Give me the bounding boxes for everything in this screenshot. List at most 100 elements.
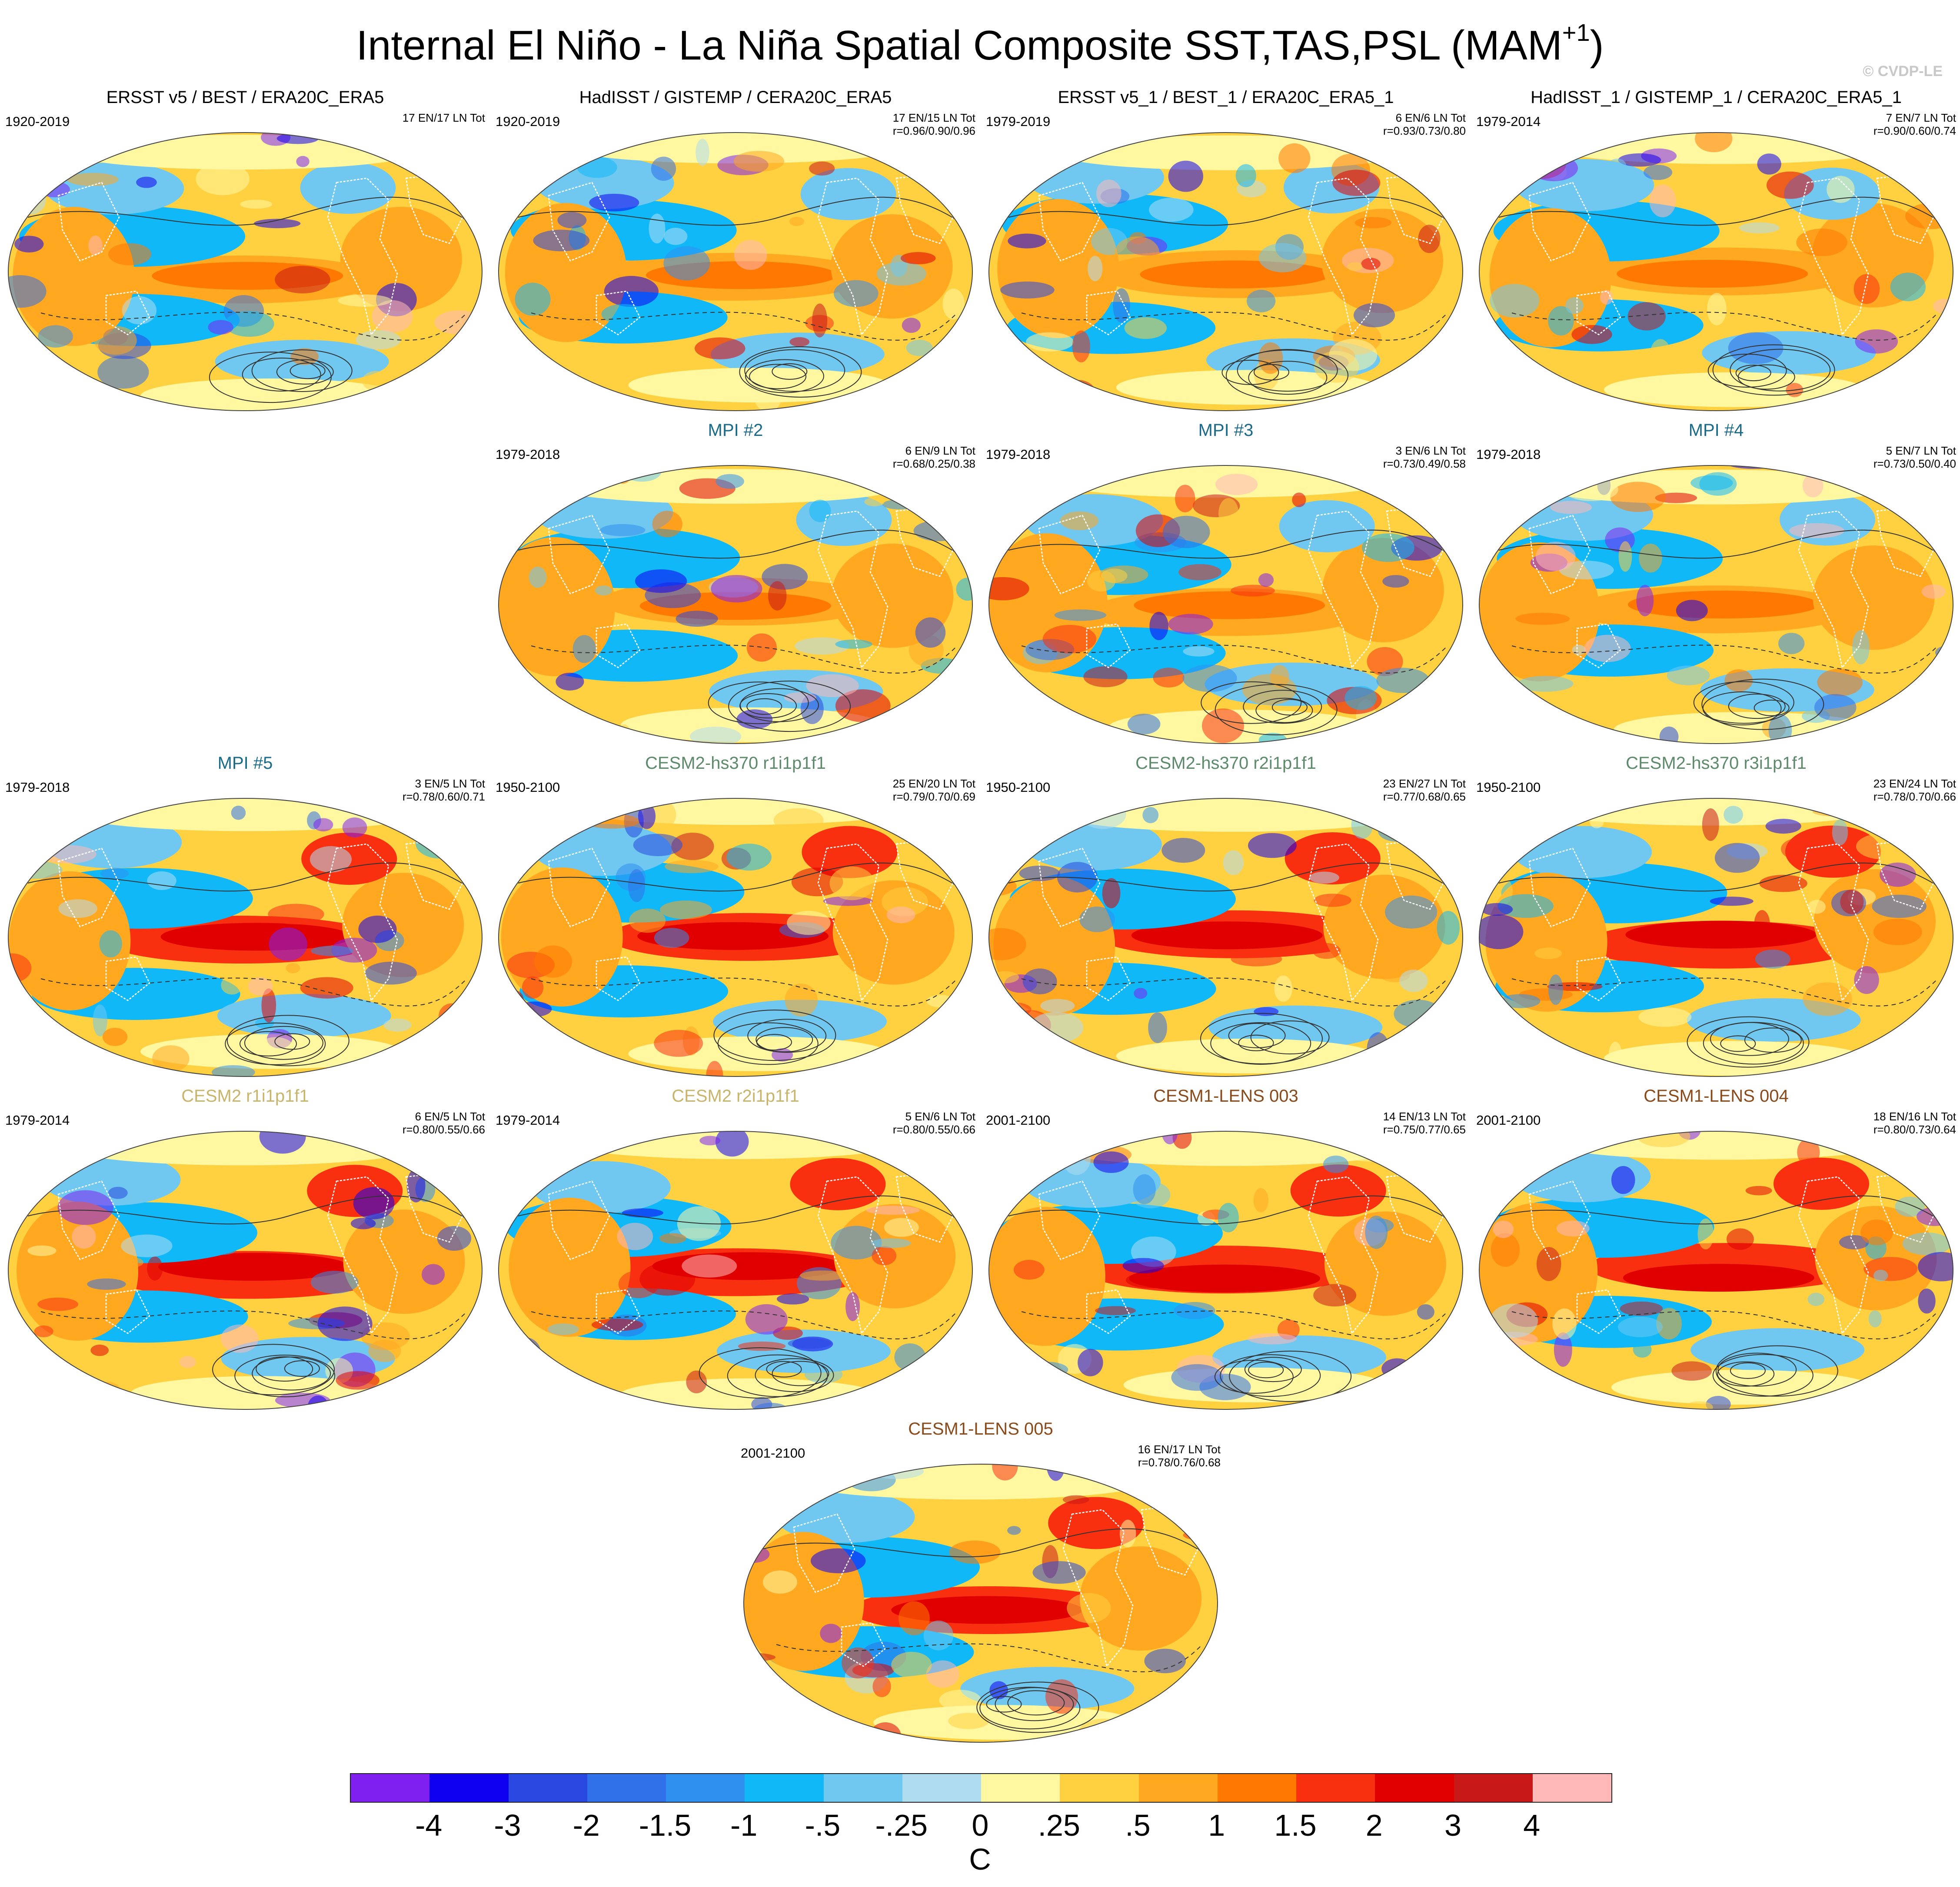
map-plot [498,132,973,411]
map-panel: ERSST v5_1 / BEST_1 / ERA20C_ERA5_1 1979-… [981,87,1471,417]
map-plot [988,1131,1463,1410]
colorbar-cell [981,1774,1060,1802]
event-count: 5 EN/7 LN Tot [1886,444,1956,457]
colorbar-tick-label: 2 [1365,1808,1383,1842]
panel-title: MPI #2 [708,421,763,440]
map-panel: MPI #4 1979-2018 5 EN/7 LN Tot r=0.73/0.50/… [1471,420,1960,750]
pattern-correlation: r=0.78/0.76/0.68 [1138,1456,1221,1469]
panel-title: MPI #3 [1198,421,1254,440]
event-count: 3 EN/5 LN Tot [415,777,485,790]
panel-years: 1979-2014 [5,1113,70,1128]
event-count: 18 EN/16 LN Tot [1873,1110,1956,1123]
map-plot [988,465,1463,744]
panel-years: 1950-2100 [986,780,1051,795]
pattern-correlation: r=0.75/0.77/0.65 [1383,1123,1466,1136]
panel-title: HadISST / GISTEMP / CERA20C_ERA5 [579,88,892,107]
colorbar-cell [351,1774,430,1802]
colorbar-cell [1532,1774,1611,1802]
map-plot [8,798,483,1077]
panel-years: 1950-2100 [496,780,560,795]
panel-years: 1979-2014 [1476,114,1541,129]
panel-stats: 23 EN/27 LN Tot r=0.77/0.68/0.65 [1383,777,1466,803]
title-close: ) [1590,22,1604,69]
map-plot [1479,132,1953,411]
figure-title: Internal El Niño - La Niña Spatial Compo… [0,13,1960,70]
colorbar-cell [745,1774,824,1802]
panel-title: HadISST_1 / GISTEMP_1 / CERA20C_ERA5_1 [1531,88,1902,107]
colorbar-cell [1217,1774,1296,1802]
map-plot [8,1131,483,1410]
event-count: 14 EN/13 LN Tot [1383,1110,1466,1123]
panel-years: 1920-2019 [5,114,70,129]
map-plot [743,1464,1218,1743]
map-panel: CESM2 r2i1p1f1 1979-2014 5 EN/6 LN Tot r=0.… [490,1086,981,1416]
panel-stats: 6 EN/6 LN Tot r=0.93/0.73/0.80 [1383,111,1466,137]
map-panel: CESM2-hs370 r3i1p1f1 1950-2100 23 EN/24 LN… [1471,753,1960,1083]
panel-title: ERSST v5 / BEST / ERA20C_ERA5 [106,88,384,107]
panel-stats: 16 EN/17 LN Tot r=0.78/0.76/0.68 [1138,1443,1221,1469]
colorbar-tick-label: 1.5 [1274,1808,1317,1842]
event-count: 6 EN/9 LN Tot [905,444,975,457]
title-superscript: +1 [1562,19,1590,46]
panel-years: 1979-2018 [496,447,560,462]
colorbar-cell [508,1774,587,1802]
map-plot [498,798,973,1077]
colorbar-tick-label: 3 [1444,1808,1461,1842]
panel-stats: 5 EN/6 LN Tot r=0.80/0.55/0.66 [893,1110,975,1136]
map-plot [1479,798,1953,1077]
map-panel: CESM1-LENS 003 2001-2100 14 EN/13 LN Tot r=… [981,1086,1471,1416]
panel-years: 2001-2100 [1476,1113,1541,1128]
panel-title: CESM2 r1i1p1f1 [181,1086,309,1106]
title-text: Internal El Niño - La Niña Spatial Compo… [356,22,1562,69]
map-panel: CESM1-LENS 005 2001-2100 16 EN/17 LN Tot r=… [735,1419,1226,1749]
map-panel: CESM2-hs370 r2i1p1f1 1950-2100 23 EN/27 LN… [981,753,1471,1083]
panel-stats: 17 EN/15 LN Tot r=0.96/0.90/0.96 [893,111,975,137]
event-count: 23 EN/24 LN Tot [1873,777,1956,790]
pattern-correlation: r=0.80/0.55/0.66 [892,1123,975,1136]
event-count: 17 EN/17 LN Tot [402,111,485,124]
event-count: 17 EN/15 LN Tot [892,111,975,124]
panel-stats: 5 EN/7 LN Tot r=0.73/0.50/0.40 [1873,444,1956,470]
pattern-correlation: r=0.68/0.25/0.38 [892,457,975,470]
colorbar-tick-label: -4 [415,1808,443,1842]
pattern-correlation: r=0.77/0.68/0.65 [1383,790,1466,803]
colorbar-tick-label: 0 [972,1808,989,1842]
panel-years: 1979-2018 [1476,447,1541,462]
event-count: 6 EN/5 LN Tot [415,1110,485,1123]
map-panel: ERSST v5 / BEST / ERA20C_ERA5 1920-2019 17… [0,87,490,417]
panel-stats: 14 EN/13 LN Tot r=0.75/0.77/0.65 [1383,1110,1466,1136]
colorbar-unit: C [969,1842,991,1876]
panel-title: CESM1-LENS 003 [1153,1086,1298,1106]
panel-title: MPI #5 [217,754,273,773]
map-panel: CESM2 r1i1p1f1 1979-2014 6 EN/5 LN Tot r=0.… [0,1086,490,1416]
colorbar-cell [823,1774,902,1802]
colorbar-cell [1454,1774,1533,1802]
colorbar-cell [666,1774,745,1802]
panel-years: 1979-2018 [986,447,1051,462]
colorbar-cell [902,1774,981,1802]
watermark: © CVDP-LE [1863,63,1943,80]
panel-years: 1979-2014 [496,1113,560,1128]
colorbar-tick-label: -1.5 [639,1808,692,1842]
colorbar-cell [1296,1774,1375,1802]
colorbar [350,1773,1612,1803]
event-count: 3 EN/6 LN Tot [1395,444,1466,457]
panel-title: CESM1-LENS 004 [1644,1086,1789,1106]
colorbar-cell [1060,1774,1139,1802]
panel-stats: 17 EN/17 LN Tot [403,111,485,124]
map-panel: MPI #3 1979-2018 3 EN/6 LN Tot r=0.73/0.49/… [981,420,1471,750]
pattern-correlation: r=0.78/0.60/0.71 [402,790,485,803]
colorbar-cell [1138,1774,1218,1802]
pattern-correlation: r=0.80/0.73/0.64 [1873,1123,1956,1136]
panel-title: ERSST v5_1 / BEST_1 / ERA20C_ERA5_1 [1058,88,1394,107]
event-count: 25 EN/20 LN Tot [892,777,975,790]
panel-stats: 3 EN/6 LN Tot r=0.73/0.49/0.58 [1383,444,1466,470]
colorbar-cell [1375,1774,1454,1802]
colorbar-tick-label: 1 [1208,1808,1225,1842]
panel-title: CESM2-hs370 r1i1p1f1 [645,754,826,773]
panel-stats: 6 EN/5 LN Tot r=0.80/0.55/0.66 [403,1110,485,1136]
panel-title: MPI #4 [1688,421,1744,440]
pattern-correlation: r=0.79/0.70/0.69 [892,790,975,803]
colorbar-tick-label: .5 [1125,1808,1151,1842]
event-count: 16 EN/17 LN Tot [1138,1443,1221,1456]
